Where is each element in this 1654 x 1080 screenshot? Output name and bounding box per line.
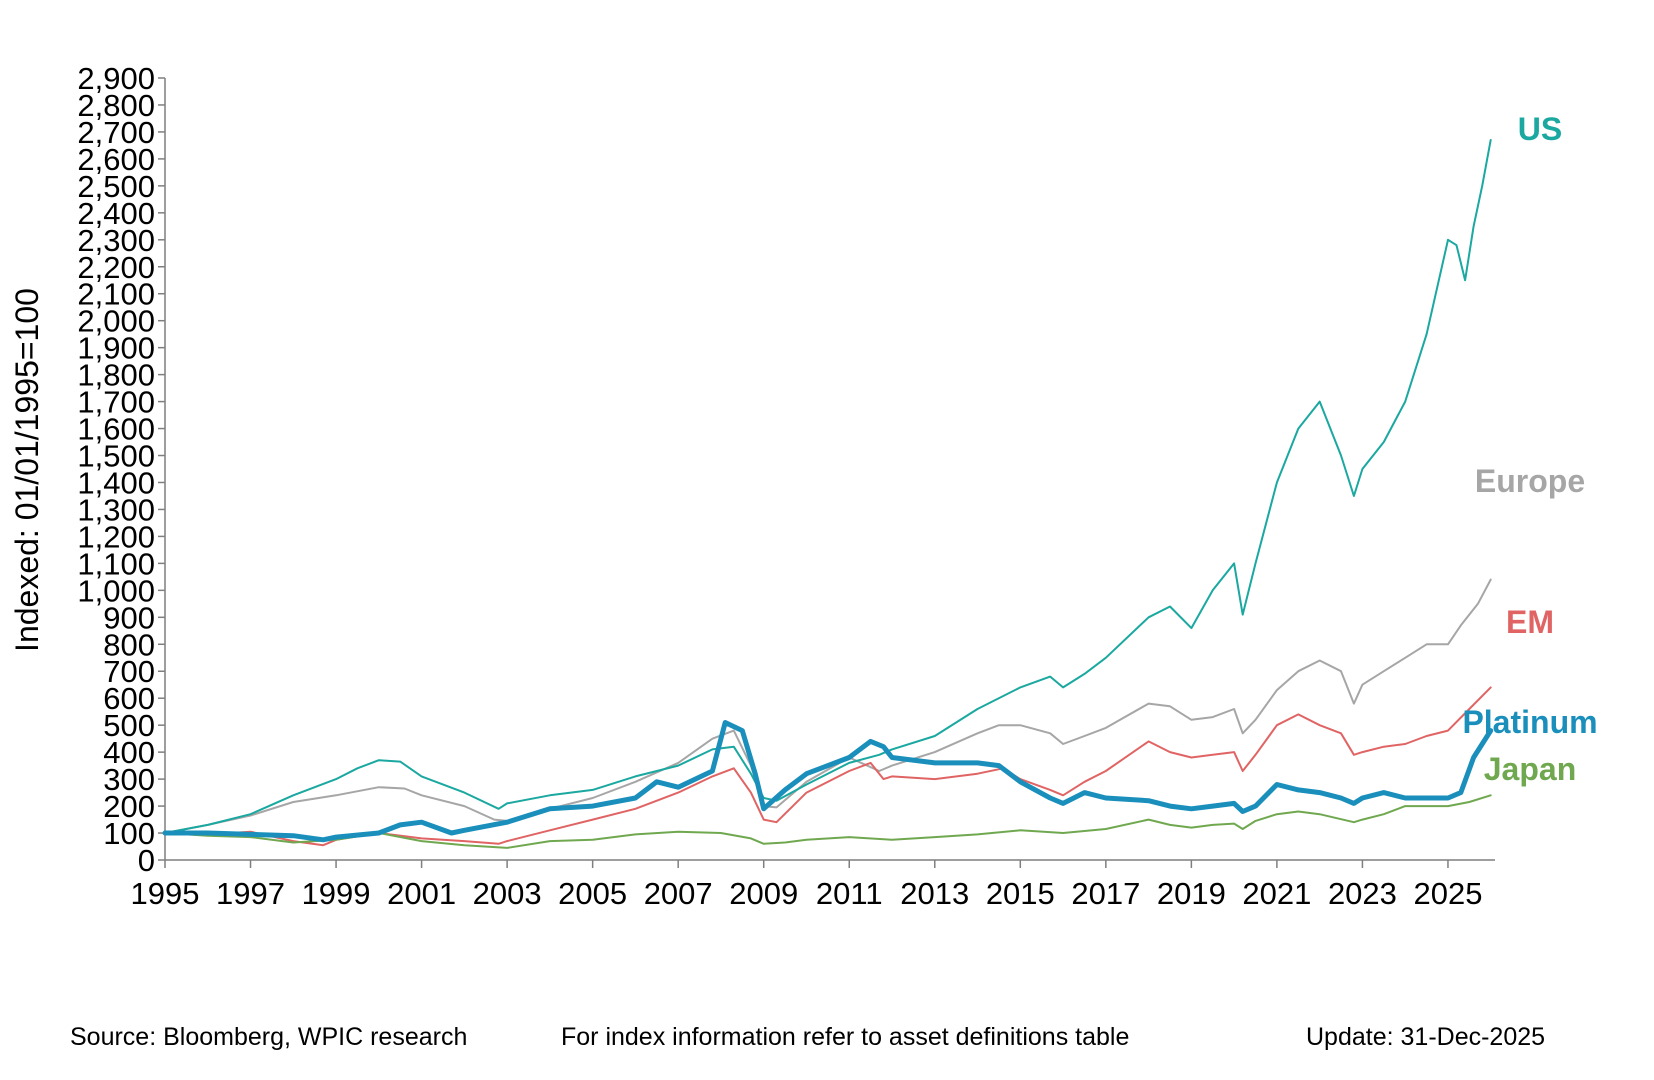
series-line-platinum <box>162 720 1494 843</box>
x-tick-label: 2023 <box>1328 876 1397 911</box>
series-line-em <box>164 686 1492 847</box>
y-tick-label: 2,400 <box>77 196 155 231</box>
x-tick-label: 2021 <box>1242 876 1311 911</box>
y-tick-label: 2,000 <box>77 304 155 339</box>
x-tick-label: 2001 <box>387 876 456 911</box>
y-tick-label: 2,500 <box>77 169 155 204</box>
update-date: Update: 31-Dec-2025 <box>1306 1023 1546 1051</box>
line-chart: 01002003004005006007008009001,0001,1001,… <box>9 61 1598 911</box>
y-tick-label: 1,700 <box>77 385 155 420</box>
y-tick-label: 1,300 <box>77 492 155 527</box>
y-tick-label: 400 <box>103 735 155 770</box>
x-tick-label: 1999 <box>302 876 371 911</box>
y-tick-label: 800 <box>103 627 155 662</box>
y-tick-label: 1,500 <box>77 439 155 474</box>
y-tick-label: 300 <box>103 762 155 797</box>
y-tick-label: 2,100 <box>77 277 155 312</box>
series-labels: US Europe EM Platinum Japan <box>1462 111 1597 787</box>
y-tick-label: 0 <box>138 843 155 878</box>
y-tick-label: 1,200 <box>77 519 155 554</box>
y-tick-label: 100 <box>103 816 155 851</box>
series-label-japan: Japan <box>1484 751 1576 787</box>
series-label-platinum: Platinum <box>1462 704 1597 740</box>
y-tick-label: 1,400 <box>77 465 155 500</box>
x-tick-label: 1995 <box>131 876 200 911</box>
series-line-europe <box>164 578 1492 834</box>
y-tick-label: 2,600 <box>77 142 155 177</box>
y-tick-label: 1,000 <box>77 573 155 608</box>
y-tick-label: 700 <box>103 654 155 689</box>
axes <box>164 78 1495 861</box>
y-tick-label: 2,300 <box>77 223 155 258</box>
y-axis-ticks: 01002003004005006007008009001,0001,1001,… <box>77 61 165 878</box>
x-tick-label: 2013 <box>900 876 969 911</box>
series-line-japan <box>164 794 1492 849</box>
y-axis-label: Indexed: 01/01/1995=100 <box>9 288 45 652</box>
x-tick-label: 2003 <box>473 876 542 911</box>
x-tick-label: 2015 <box>986 876 1055 911</box>
source-note: Source: Bloomberg, WPIC research <box>70 1023 468 1051</box>
x-tick-label: 2017 <box>1071 876 1140 911</box>
x-tick-label: 2025 <box>1413 876 1482 911</box>
x-tick-label: 2009 <box>729 876 798 911</box>
y-tick-label: 200 <box>103 789 155 824</box>
y-tick-label: 1,100 <box>77 546 155 581</box>
x-tick-label: 2005 <box>558 876 627 911</box>
y-tick-label: 900 <box>103 600 155 635</box>
x-tick-label: 2019 <box>1157 876 1226 911</box>
series-label-em: EM <box>1506 604 1554 640</box>
series-line-us <box>164 139 1492 834</box>
y-tick-label: 500 <box>103 708 155 743</box>
x-tick-label: 1997 <box>216 876 285 911</box>
x-tick-label: 2007 <box>644 876 713 911</box>
y-tick-label: 2,800 <box>77 88 155 123</box>
x-axis-ticks: 1995 1997 1999 2001 2003 2005 2007 2009 2011 2013… <box>131 860 1482 911</box>
y-tick-label: 1,800 <box>77 358 155 393</box>
y-tick-label: 1,900 <box>77 331 155 366</box>
y-tick-label: 600 <box>103 681 155 716</box>
y-tick-label: 2,900 <box>77 61 155 96</box>
y-tick-label: 1,600 <box>77 412 155 447</box>
index-info-note: For index information refer to asset def… <box>561 1023 1130 1051</box>
series-layer <box>162 139 1494 849</box>
series-label-us: US <box>1518 111 1562 147</box>
x-tick-label: 2011 <box>816 876 883 911</box>
y-tick-label: 2,200 <box>77 250 155 285</box>
y-tick-label: 2,700 <box>77 115 155 150</box>
series-label-europe: Europe <box>1475 463 1585 499</box>
